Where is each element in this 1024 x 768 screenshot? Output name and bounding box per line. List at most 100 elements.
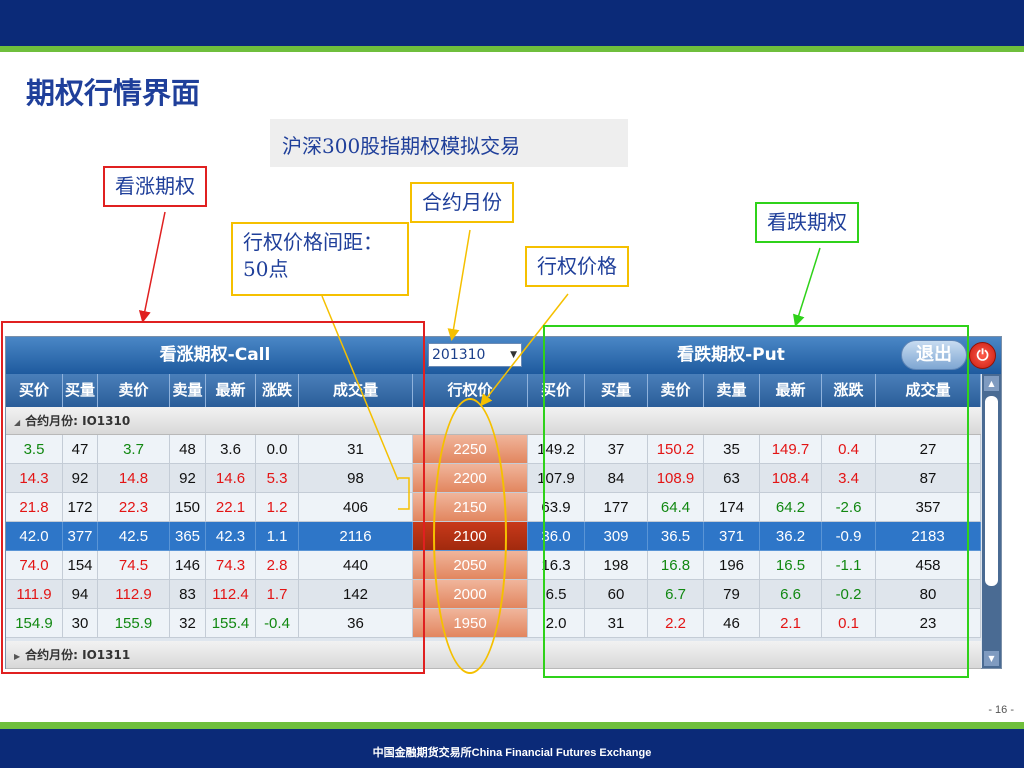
- call-quote-cell[interactable]: 1.2: [256, 493, 299, 522]
- put-quote-cell[interactable]: 196: [704, 551, 760, 580]
- call-quote-cell[interactable]: 92: [170, 464, 206, 493]
- call-quote-cell[interactable]: 2.8: [256, 551, 299, 580]
- column-header[interactable]: 涨跌: [256, 374, 299, 407]
- call-quote-cell[interactable]: 154: [63, 551, 98, 580]
- put-quote-cell[interactable]: 149.7: [760, 435, 822, 464]
- call-quote-cell[interactable]: 154.9: [6, 609, 63, 638]
- power-icon[interactable]: ⏻: [969, 342, 996, 369]
- put-quote-cell[interactable]: 458: [876, 551, 981, 580]
- call-quote-cell[interactable]: 36: [299, 609, 413, 638]
- column-header[interactable]: 最新: [760, 374, 822, 407]
- put-quote-cell[interactable]: 63: [704, 464, 760, 493]
- call-quote-cell[interactable]: 155.9: [98, 609, 170, 638]
- put-quote-cell[interactable]: 2183: [876, 522, 981, 551]
- call-quote-cell[interactable]: 2116: [299, 522, 413, 551]
- call-quote-cell[interactable]: 406: [299, 493, 413, 522]
- call-quote-cell[interactable]: 146: [170, 551, 206, 580]
- put-quote-cell[interactable]: 174: [704, 493, 760, 522]
- call-quote-cell[interactable]: 0.0: [256, 435, 299, 464]
- put-quote-cell[interactable]: 79: [704, 580, 760, 609]
- put-quote-cell[interactable]: 37: [585, 435, 648, 464]
- put-quote-cell[interactable]: 36.2: [760, 522, 822, 551]
- call-quote-cell[interactable]: 112.4: [206, 580, 256, 609]
- call-quote-cell[interactable]: 14.3: [6, 464, 63, 493]
- call-quote-cell[interactable]: 3.7: [98, 435, 170, 464]
- group-row-io1311[interactable]: ▶ 合约月份: IO1311: [6, 641, 981, 669]
- put-quote-cell[interactable]: 64.2: [760, 493, 822, 522]
- call-quote-cell[interactable]: 42.0: [6, 522, 63, 551]
- month-select[interactable]: 201310 ▼: [428, 343, 522, 367]
- put-quote-cell[interactable]: 198: [585, 551, 648, 580]
- put-quote-cell[interactable]: 46: [704, 609, 760, 638]
- call-quote-cell[interactable]: 94: [63, 580, 98, 609]
- put-quote-cell[interactable]: 6.5: [528, 580, 585, 609]
- column-header[interactable]: 卖量: [170, 374, 206, 407]
- put-quote-cell[interactable]: 3.4: [822, 464, 876, 493]
- put-quote-cell[interactable]: 23: [876, 609, 981, 638]
- put-quote-cell[interactable]: 0.1: [822, 609, 876, 638]
- call-quote-cell[interactable]: 14.8: [98, 464, 170, 493]
- call-quote-cell[interactable]: 92: [63, 464, 98, 493]
- column-header[interactable]: 买量: [585, 374, 648, 407]
- call-quote-cell[interactable]: 3.6: [206, 435, 256, 464]
- put-quote-cell[interactable]: 309: [585, 522, 648, 551]
- put-quote-cell[interactable]: 60: [585, 580, 648, 609]
- put-quote-cell[interactable]: 150.2: [648, 435, 704, 464]
- vertical-scrollbar[interactable]: ▲ ▼: [982, 374, 1001, 668]
- put-quote-cell[interactable]: 6.7: [648, 580, 704, 609]
- column-header[interactable]: 卖价: [98, 374, 170, 407]
- put-quote-cell[interactable]: 64.4: [648, 493, 704, 522]
- column-header[interactable]: 成交量: [876, 374, 981, 407]
- put-quote-cell[interactable]: 36.5: [648, 522, 704, 551]
- put-quote-cell[interactable]: 16.3: [528, 551, 585, 580]
- call-quote-cell[interactable]: 47: [63, 435, 98, 464]
- put-quote-cell[interactable]: 16.8: [648, 551, 704, 580]
- put-quote-cell[interactable]: 2.1: [760, 609, 822, 638]
- put-quote-cell[interactable]: 31: [585, 609, 648, 638]
- call-quote-cell[interactable]: 74.0: [6, 551, 63, 580]
- put-quote-cell[interactable]: 108.4: [760, 464, 822, 493]
- put-quote-cell[interactable]: 84: [585, 464, 648, 493]
- call-quote-cell[interactable]: 32: [170, 609, 206, 638]
- put-quote-cell[interactable]: 357: [876, 493, 981, 522]
- call-quote-cell[interactable]: 155.4: [206, 609, 256, 638]
- call-quote-cell[interactable]: 5.3: [256, 464, 299, 493]
- put-quote-cell[interactable]: 0.4: [822, 435, 876, 464]
- call-quote-cell[interactable]: 1.7: [256, 580, 299, 609]
- put-quote-cell[interactable]: -0.9: [822, 522, 876, 551]
- scroll-down-icon[interactable]: ▼: [984, 651, 999, 666]
- call-quote-cell[interactable]: 111.9: [6, 580, 63, 609]
- put-quote-cell[interactable]: 36.0: [528, 522, 585, 551]
- column-header[interactable]: 买量: [63, 374, 98, 407]
- put-quote-cell[interactable]: 35: [704, 435, 760, 464]
- exit-button[interactable]: 退出: [901, 340, 967, 370]
- put-quote-cell[interactable]: 177: [585, 493, 648, 522]
- put-quote-cell[interactable]: 371: [704, 522, 760, 551]
- column-header[interactable]: 最新: [206, 374, 256, 407]
- call-quote-cell[interactable]: 22.3: [98, 493, 170, 522]
- call-quote-cell[interactable]: 14.6: [206, 464, 256, 493]
- put-quote-cell[interactable]: 87: [876, 464, 981, 493]
- call-quote-cell[interactable]: 74.5: [98, 551, 170, 580]
- column-header[interactable]: 卖价: [648, 374, 704, 407]
- table-row[interactable]: 154.9 30 155.9 32 155.4 -0.4 36 1950 2.0 31 2.2 46 2…: [6, 609, 981, 638]
- put-quote-cell[interactable]: 149.2: [528, 435, 585, 464]
- put-quote-cell[interactable]: -0.2: [822, 580, 876, 609]
- call-quote-cell[interactable]: 365: [170, 522, 206, 551]
- call-quote-cell[interactable]: 3.5: [6, 435, 63, 464]
- put-quote-cell[interactable]: 108.9: [648, 464, 704, 493]
- column-header[interactable]: 卖量: [704, 374, 760, 407]
- call-quote-cell[interactable]: 42.5: [98, 522, 170, 551]
- call-quote-cell[interactable]: 30: [63, 609, 98, 638]
- call-quote-cell[interactable]: 377: [63, 522, 98, 551]
- call-quote-cell[interactable]: 48: [170, 435, 206, 464]
- scroll-thumb[interactable]: [985, 396, 998, 586]
- call-quote-cell[interactable]: -0.4: [256, 609, 299, 638]
- put-quote-cell[interactable]: 2.2: [648, 609, 704, 638]
- call-quote-cell[interactable]: 83: [170, 580, 206, 609]
- call-quote-cell[interactable]: 21.8: [6, 493, 63, 522]
- put-quote-cell[interactable]: 16.5: [760, 551, 822, 580]
- put-quote-cell[interactable]: -2.6: [822, 493, 876, 522]
- column-header[interactable]: 涨跌: [822, 374, 876, 407]
- put-quote-cell[interactable]: 6.6: [760, 580, 822, 609]
